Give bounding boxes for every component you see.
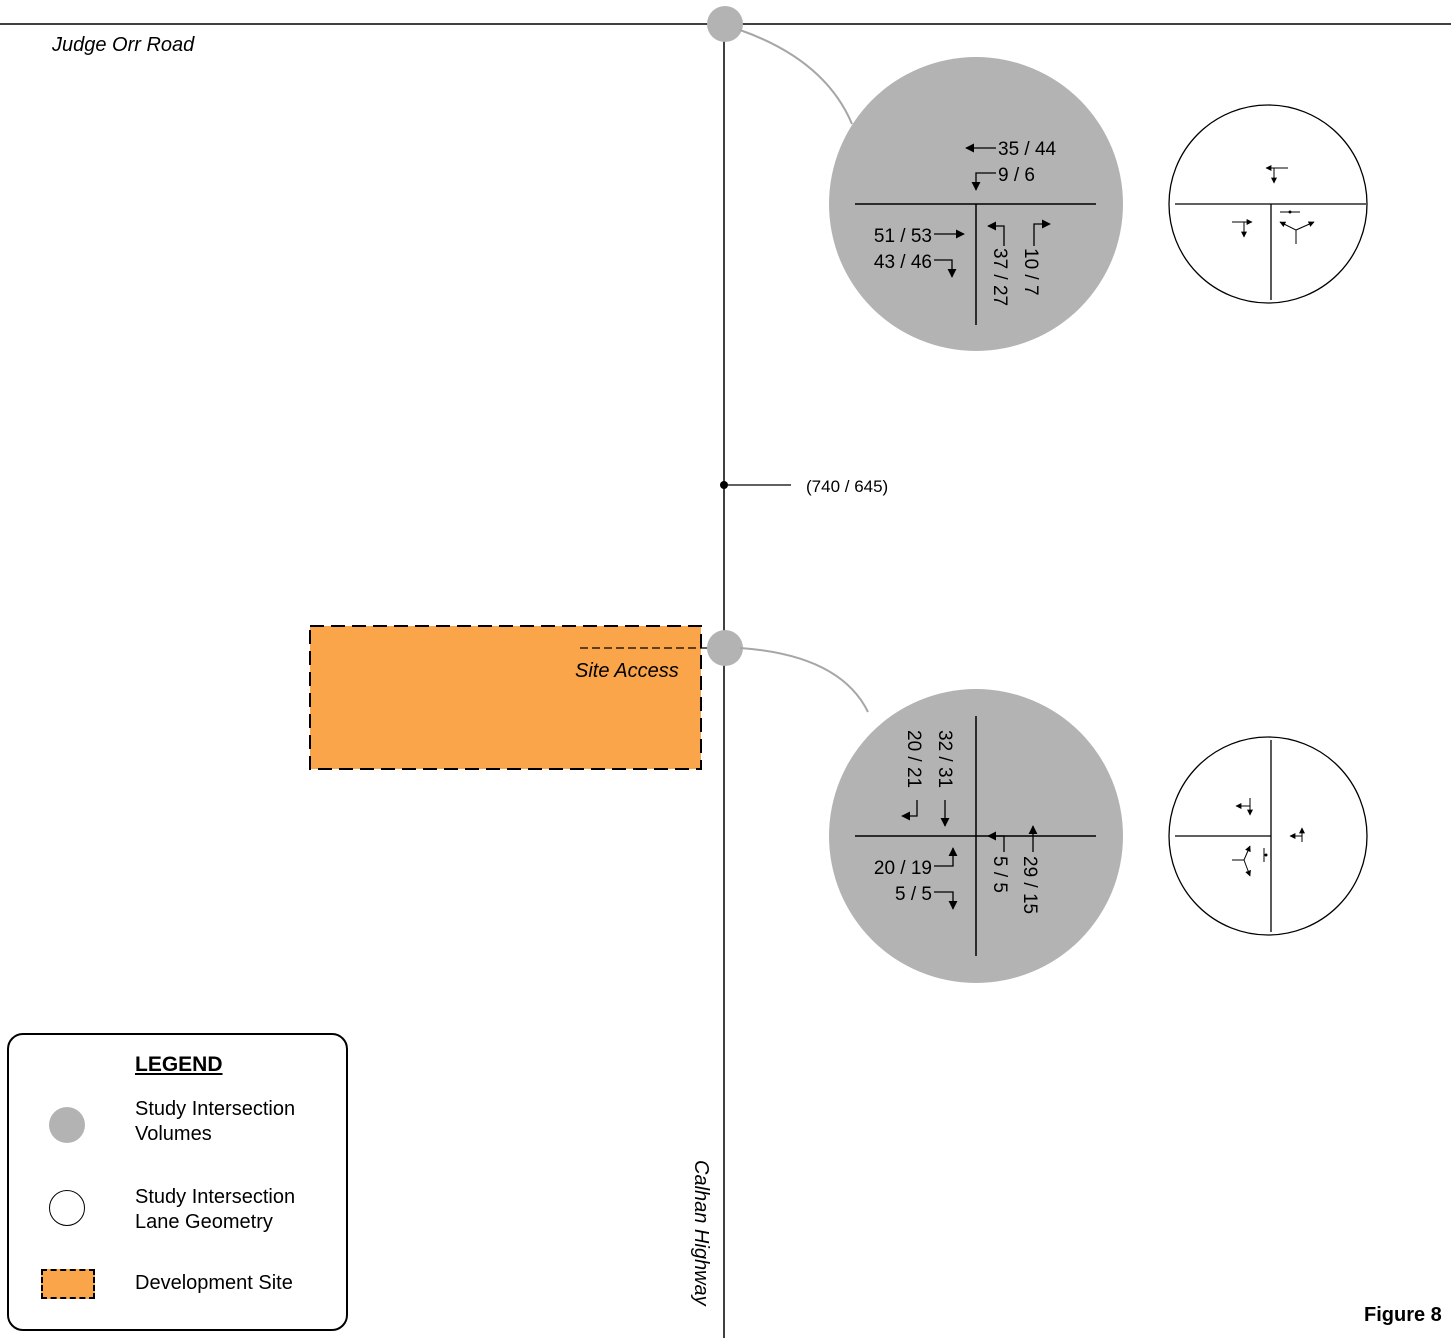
legend-item-development-site: Development Site bbox=[135, 1271, 345, 1296]
nb-left-arrow-south bbox=[987, 831, 1005, 852]
south-nb-left-volume: 5 / 5 bbox=[989, 856, 1010, 893]
south-sb-right-volume: 20 / 21 bbox=[903, 730, 924, 788]
south-connector bbox=[739, 647, 869, 713]
intersection-north-marker bbox=[707, 6, 743, 42]
legend-item-volumes-line1: Study Intersection bbox=[135, 1098, 296, 1120]
north-eb-right-volume: 43 / 46 bbox=[874, 252, 932, 273]
north-nb-right-volume: 10 / 7 bbox=[1020, 248, 1041, 296]
south-sb-through-volume: 32 / 31 bbox=[934, 730, 955, 788]
north-eb-through-volume: 51 / 53 bbox=[874, 226, 932, 247]
south-eb-right-volume: 5 / 5 bbox=[895, 884, 932, 905]
legend-title: LEGEND bbox=[135, 1053, 223, 1076]
wb-left-arrow bbox=[971, 172, 996, 191]
calhan-highway-label: Calhan Highway bbox=[690, 1160, 712, 1307]
eb-left-arrow-south bbox=[934, 847, 958, 867]
intersection-south-marker bbox=[707, 630, 743, 666]
figure-label: Figure 8 bbox=[1364, 1304, 1442, 1326]
legend-gray-circle-icon bbox=[49, 1107, 85, 1143]
nb-left-arrow bbox=[987, 221, 1005, 246]
legend-item-lane-geometry: Study Intersection Lane Geometry bbox=[135, 1185, 345, 1235]
development-site bbox=[309, 625, 702, 770]
legend-item-development-site-line1: Development Site bbox=[135, 1272, 293, 1294]
judge-orr-road-label: Judge Orr Road bbox=[51, 34, 195, 56]
north-wb-left-volume: 9 / 6 bbox=[998, 165, 1035, 186]
sb-right-arrow bbox=[901, 800, 918, 821]
legend-item-volumes-line2: Volumes bbox=[135, 1123, 212, 1145]
south-eb-left-volume: 20 / 19 bbox=[874, 858, 932, 879]
legend-white-circle-icon bbox=[49, 1190, 85, 1226]
legend-item-volumes: Study Intersection Volumes bbox=[135, 1097, 345, 1147]
nb-right-arrow bbox=[1033, 219, 1051, 246]
segment-volume-label: (740 / 645) bbox=[806, 477, 888, 496]
south-volume-bubble: 32 / 31 20 / 21 20 / 19 5 / 5 5 / 5 29 /… bbox=[829, 689, 1123, 983]
north-nb-left-volume: 37 / 27 bbox=[989, 248, 1010, 306]
north-connector bbox=[739, 29, 853, 125]
legend-item-lane-geometry-line2: Lane Geometry bbox=[135, 1211, 273, 1233]
north-wb-through-volume: 35 / 44 bbox=[998, 139, 1057, 160]
south-nb-through-volume: 29 / 15 bbox=[1019, 856, 1040, 914]
eb-right-arrow-south bbox=[934, 891, 958, 910]
north-volume-bubble: 35 / 44 9 / 6 51 / 53 43 / 46 37 / 27 10… bbox=[829, 57, 1123, 351]
legend-item-lane-geometry-line1: Study Intersection bbox=[135, 1186, 296, 1208]
eb-right-arrow bbox=[934, 259, 957, 278]
north-lane-geometry bbox=[1168, 104, 1368, 304]
site-access-label: Site Access bbox=[575, 660, 679, 682]
legend: LEGEND Study Intersection Volumes Study … bbox=[7, 1033, 348, 1331]
legend-development-site-icon bbox=[41, 1269, 95, 1299]
south-lane-geometry bbox=[1168, 736, 1368, 936]
